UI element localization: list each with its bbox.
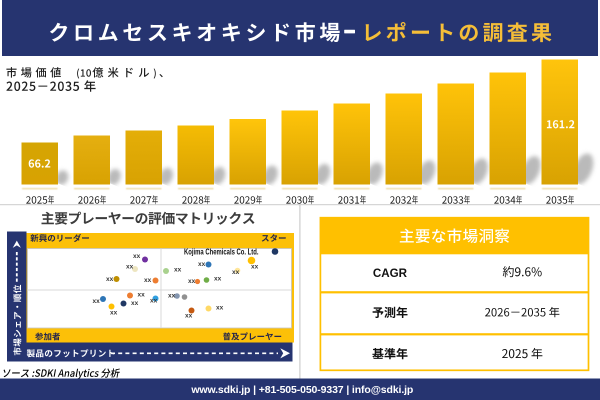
svg-text:xx: xx <box>93 298 101 305</box>
svg-text:xx: xx <box>214 276 222 283</box>
svg-text:xx: xx <box>144 277 152 284</box>
svg-text:xx: xx <box>198 261 206 268</box>
svg-text:xx: xx <box>126 264 134 271</box>
svg-text:xx: xx <box>131 300 139 307</box>
svg-text:xx: xx <box>188 278 196 285</box>
svg-text:xx: xx <box>185 313 193 320</box>
svg-text:xx: xx <box>174 267 182 274</box>
svg-text:xx: xx <box>216 305 224 312</box>
svg-text:xx: xx <box>150 298 158 305</box>
svg-text:xx: xx <box>133 253 141 260</box>
svg-text:xx: xx <box>106 276 114 283</box>
svg-text:www.sdki.jp | +81-505-050-9337: www.sdki.jp | +81-505-050-9337 | info@sd… <box>190 384 413 396</box>
svg-text:CAGR: CAGR <box>373 267 408 280</box>
svg-text:xx: xx <box>251 264 259 271</box>
svg-text:xx: xx <box>138 292 146 299</box>
svg-text:Kojima Chemicals Co. Ltd.: Kojima Chemicals Co. Ltd. <box>184 248 259 257</box>
svg-text:xx: xx <box>232 269 240 276</box>
svg-text:xx: xx <box>110 310 118 317</box>
svg-text:xx: xx <box>168 293 176 300</box>
